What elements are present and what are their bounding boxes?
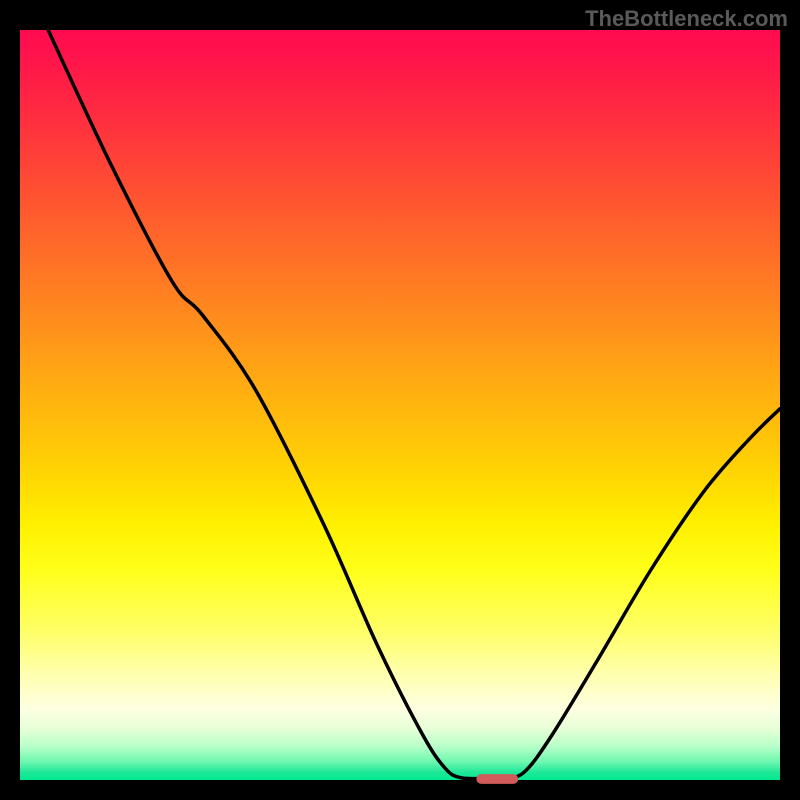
chart-container: TheBottleneck.com: [0, 0, 800, 800]
watermark-text: TheBottleneck.com: [585, 6, 788, 32]
chart-background: [20, 30, 780, 780]
optimal-point-marker: [476, 774, 518, 784]
bottleneck-chart: [0, 0, 800, 800]
